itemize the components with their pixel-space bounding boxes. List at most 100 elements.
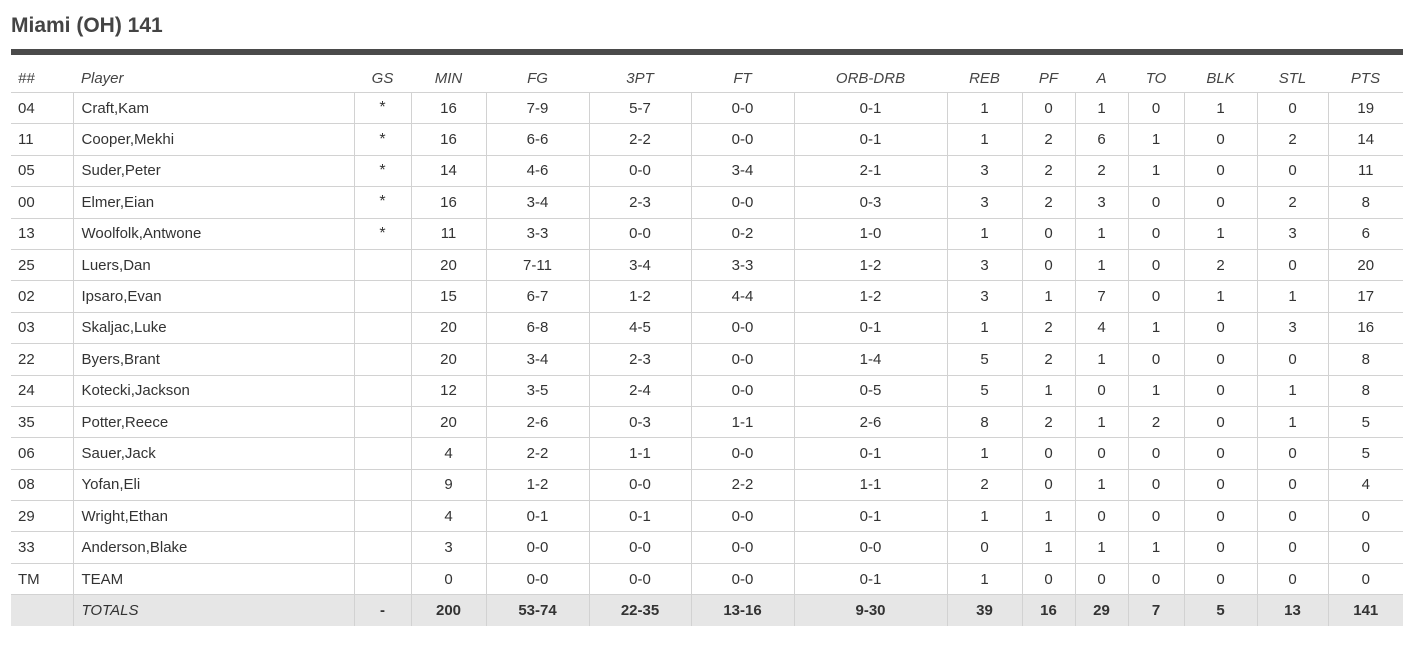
cell-orb-drb: 1-1 [793, 469, 947, 502]
cell-player-name: Yofan,Eli [72, 469, 354, 502]
totals-pf: 16 [1021, 594, 1075, 626]
col-header-fg: FG [486, 65, 589, 93]
cell-ft: 0-0 [690, 312, 794, 345]
cell-ft: 0-0 [690, 123, 794, 156]
cell-pts: 17 [1327, 280, 1403, 313]
cell-reb: 2 [946, 469, 1022, 502]
cell-blk: 0 [1183, 312, 1257, 345]
totals-min: 200 [410, 594, 486, 626]
cell-fg: 3-3 [485, 218, 589, 250]
cell-to: 2 [1127, 406, 1184, 439]
cell-player-name: Wright,Ethan [72, 500, 354, 533]
cell-orb-drb: 0-1 [793, 92, 947, 125]
cell-min: 20 [410, 406, 486, 439]
cell-pf: 1 [1021, 531, 1075, 564]
cell-fg: 6-6 [485, 123, 589, 156]
table-row: 33 Anderson,Blake 3 0-0 0-0 0-0 0-0 0 1 1 1 0 0 0 [11, 531, 1403, 564]
cell-a: 4 [1074, 312, 1128, 345]
cell-orb-drb: 0-1 [793, 500, 947, 533]
cell-reb: 8 [946, 406, 1022, 439]
totals-a: 29 [1074, 594, 1128, 626]
cell-min: 12 [410, 375, 486, 407]
cell-player-name: Ipsaro,Evan [72, 280, 354, 313]
cell-gs [353, 249, 411, 282]
cell-pf: 2 [1021, 406, 1075, 439]
cell-pf: 0 [1021, 469, 1075, 502]
totals-ft: 13-16 [690, 594, 794, 626]
cell-blk: 0 [1183, 437, 1257, 470]
cell-to: 0 [1127, 437, 1184, 470]
cell-blk: 0 [1183, 123, 1257, 156]
col-header-ft: FT [691, 65, 794, 93]
cell-gs [353, 563, 411, 596]
cell-3pt: 0-0 [588, 218, 691, 250]
cell-ft: 2-2 [690, 469, 794, 502]
totals-row: TOTALS - 200 53-74 22-35 13-16 9-30 39 1… [11, 594, 1403, 626]
cell-orb-drb: 2-1 [793, 155, 947, 188]
totals-stl: 13 [1256, 594, 1328, 626]
cell-number: 29 [11, 500, 73, 533]
cell-fg: 1-2 [485, 469, 589, 502]
cell-pf: 1 [1021, 500, 1075, 533]
cell-ft: 0-0 [690, 437, 794, 470]
table-row: 06 Sauer,Jack 4 2-2 1-1 0-0 0-1 1 0 0 0 0 0 5 [11, 437, 1403, 470]
cell-a: 1 [1074, 249, 1128, 282]
cell-number: 00 [11, 186, 73, 219]
cell-pf: 2 [1021, 155, 1075, 188]
cell-3pt: 0-0 [588, 531, 691, 564]
cell-stl: 2 [1256, 186, 1328, 219]
cell-min: 15 [410, 280, 486, 313]
cell-stl: 3 [1256, 312, 1328, 345]
cell-pts: 0 [1327, 563, 1403, 596]
cell-orb-drb: 0-1 [793, 123, 947, 156]
col-header-reb: REB [947, 65, 1022, 93]
cell-pf: 2 [1021, 123, 1075, 156]
cell-stl: 0 [1256, 343, 1328, 376]
cell-fg: 4-6 [485, 155, 589, 188]
totals-reb: 39 [946, 594, 1022, 626]
cell-ft: 0-0 [690, 500, 794, 533]
cell-pts: 20 [1327, 249, 1403, 282]
cell-to: 0 [1127, 92, 1184, 125]
col-header-gs: GS [354, 65, 411, 93]
cell-stl: 0 [1256, 500, 1328, 533]
table-row: TM TEAM 0 0-0 0-0 0-0 0-1 1 0 0 0 0 0 0 [11, 563, 1403, 596]
cell-orb-drb: 1-2 [793, 280, 947, 313]
cell-number: 06 [11, 437, 73, 470]
cell-a: 0 [1074, 563, 1128, 596]
cell-player-name: Suder,Peter [72, 155, 354, 188]
cell-a: 0 [1074, 500, 1128, 533]
cell-a: 7 [1074, 280, 1128, 313]
cell-ft: 0-0 [690, 563, 794, 596]
cell-stl: 0 [1256, 563, 1328, 596]
cell-pts: 0 [1327, 500, 1403, 533]
cell-gs [353, 406, 411, 439]
cell-player-name: TEAM [72, 563, 354, 596]
cell-a: 6 [1074, 123, 1128, 156]
cell-min: 9 [410, 469, 486, 502]
cell-reb: 5 [946, 343, 1022, 376]
col-header-orb-drb: ORB-DRB [794, 65, 947, 93]
cell-orb-drb: 0-1 [793, 312, 947, 345]
cell-min: 16 [410, 92, 486, 125]
cell-gs [353, 375, 411, 407]
cell-blk: 0 [1183, 531, 1257, 564]
cell-pf: 0 [1021, 563, 1075, 596]
cell-pf: 1 [1021, 280, 1075, 313]
cell-number: 08 [11, 469, 73, 502]
cell-3pt: 1-2 [588, 280, 691, 313]
cell-blk: 1 [1183, 218, 1257, 250]
cell-number: 25 [11, 249, 73, 282]
cell-to: 0 [1127, 469, 1184, 502]
cell-a: 0 [1074, 375, 1128, 407]
totals-pts: 141 [1327, 594, 1403, 626]
cell-gs: * [353, 155, 411, 188]
cell-3pt: 0-0 [588, 155, 691, 188]
cell-pf: 0 [1021, 218, 1075, 250]
cell-to: 1 [1127, 123, 1184, 156]
cell-3pt: 1-1 [588, 437, 691, 470]
cell-a: 1 [1074, 469, 1128, 502]
cell-pts: 6 [1327, 218, 1403, 250]
cell-stl: 0 [1256, 469, 1328, 502]
player-rows: 04 Craft,Kam * 16 7-9 5-7 0-0 0-1 1 0 1 0 1 0 19 11 Coop… [11, 92, 1403, 596]
